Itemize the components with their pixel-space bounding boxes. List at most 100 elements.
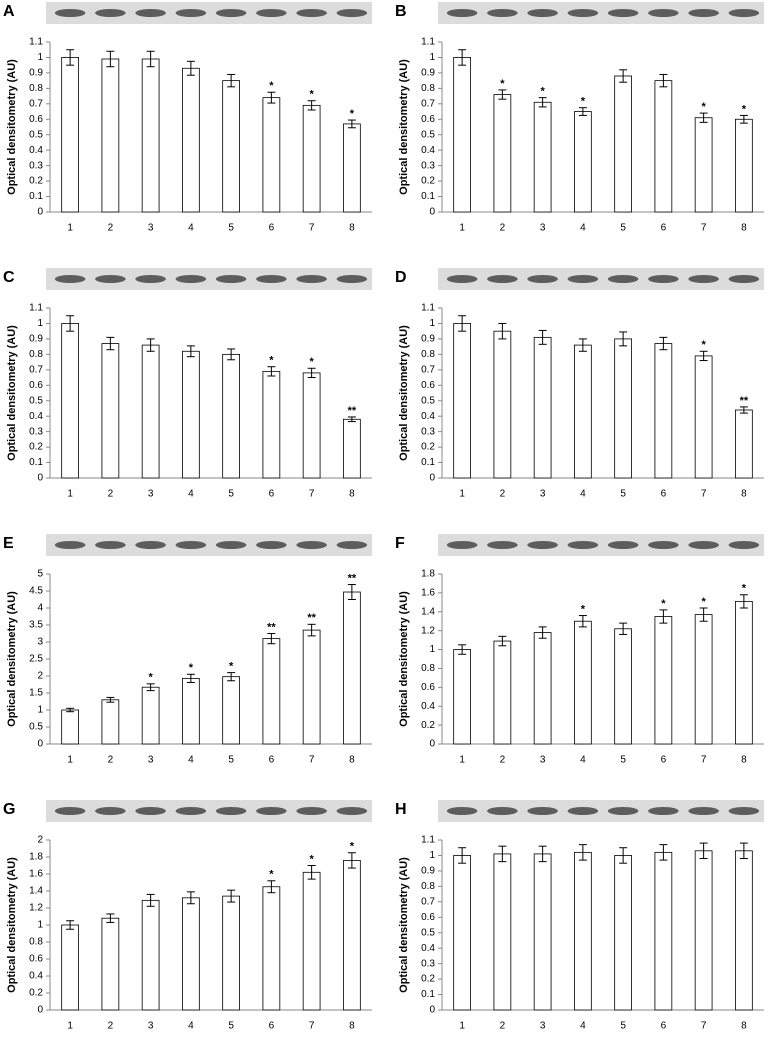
error-bar bbox=[578, 338, 587, 352]
bar bbox=[343, 418, 361, 479]
bar bbox=[61, 323, 79, 479]
blot-band bbox=[728, 807, 760, 815]
y-tick-label: 4 bbox=[37, 603, 43, 614]
error-bar bbox=[498, 89, 507, 100]
bar bbox=[614, 75, 632, 213]
y-axis-label: Optical densitometry (AU) bbox=[6, 591, 18, 727]
y-tick-label: 0.5 bbox=[421, 129, 435, 140]
y-tick-label: 0 bbox=[37, 739, 43, 750]
y-tick-label: 1.1 bbox=[29, 303, 43, 314]
bar bbox=[654, 851, 673, 1011]
blot-band bbox=[95, 275, 126, 283]
y-tick-label: 0.8 bbox=[421, 83, 435, 94]
panel-label: B bbox=[395, 3, 407, 20]
error-bar bbox=[227, 889, 236, 903]
x-tick-label: 4 bbox=[580, 755, 586, 766]
panel: A Optical densitometry (AU) 0 0.1 0.2 0.3 0.4 0… bbox=[3, 2, 372, 234]
error-bar bbox=[458, 644, 467, 655]
significance-mark: * bbox=[269, 80, 274, 92]
bar bbox=[182, 897, 200, 1011]
x-tick-label: 6 bbox=[661, 755, 667, 766]
bar bbox=[735, 600, 753, 745]
x-tick-label: 2 bbox=[108, 755, 114, 766]
blot-band bbox=[175, 275, 207, 283]
bar bbox=[453, 855, 471, 1011]
y-tick-label: 0.2 bbox=[421, 176, 435, 187]
bar bbox=[533, 336, 552, 479]
panel-label: D bbox=[395, 269, 407, 286]
blot-band bbox=[446, 275, 478, 283]
error-bar bbox=[699, 112, 708, 123]
blot-band bbox=[296, 9, 327, 17]
blot-band bbox=[95, 541, 126, 549]
error-bar bbox=[227, 672, 236, 682]
error-bar bbox=[106, 696, 115, 703]
x-tick-label: 3 bbox=[540, 223, 546, 234]
bar bbox=[735, 118, 753, 213]
error-bar bbox=[106, 913, 115, 923]
error-bar bbox=[659, 336, 668, 351]
y-tick-label: 0.9 bbox=[421, 866, 435, 877]
blot-band bbox=[336, 275, 368, 283]
blot-band bbox=[487, 275, 518, 283]
blot-band bbox=[336, 9, 368, 17]
x-tick-label: 4 bbox=[580, 223, 586, 234]
blot-band bbox=[648, 541, 679, 549]
y-tick-label: 3.5 bbox=[29, 620, 43, 631]
bar bbox=[222, 353, 240, 479]
error-bar bbox=[739, 114, 748, 124]
significance-mark: * bbox=[581, 96, 586, 108]
blot-band bbox=[487, 807, 518, 815]
x-tick-label: 3 bbox=[540, 489, 546, 500]
bar bbox=[654, 343, 673, 479]
error-bar bbox=[538, 329, 547, 345]
y-tick-label: 0 bbox=[37, 473, 43, 484]
y-tick-label: 0.6 bbox=[421, 912, 435, 923]
y-tick-label: 1.1 bbox=[421, 37, 435, 48]
y-axis-label: Optical densitometry (AU) bbox=[6, 857, 18, 993]
x-tick-label: 1 bbox=[67, 755, 73, 766]
bar bbox=[614, 628, 632, 745]
significance-mark: * bbox=[309, 853, 314, 865]
bar bbox=[654, 80, 673, 213]
error-bar bbox=[106, 336, 115, 351]
y-tick-label: 0 bbox=[429, 207, 435, 218]
blot-band bbox=[446, 541, 478, 549]
significance-mark: * bbox=[350, 108, 355, 120]
y-tick-label: 0.1 bbox=[29, 457, 43, 468]
error-bar bbox=[619, 622, 628, 635]
error-bar bbox=[578, 844, 587, 861]
y-axis-label: Optical densitometry (AU) bbox=[398, 59, 410, 195]
blot-band bbox=[296, 807, 327, 815]
error-bar bbox=[347, 584, 356, 600]
bar bbox=[302, 629, 321, 745]
y-axis-label: Optical densitometry (AU) bbox=[6, 325, 18, 461]
error-bar bbox=[458, 315, 467, 332]
x-tick-label: 1 bbox=[459, 223, 465, 234]
blot-band bbox=[135, 9, 166, 17]
bar bbox=[141, 58, 160, 213]
y-tick-label: 1.1 bbox=[421, 303, 435, 314]
bar bbox=[694, 850, 713, 1011]
panel-label: H bbox=[395, 801, 407, 818]
x-tick-label: 6 bbox=[269, 1021, 275, 1032]
bar bbox=[694, 355, 713, 479]
y-tick-label: 0.3 bbox=[421, 426, 435, 437]
blot-band bbox=[567, 807, 599, 815]
bar bbox=[182, 350, 200, 479]
y-axis-label: Optical densitometry (AU) bbox=[6, 59, 18, 195]
x-tick-label: 5 bbox=[620, 489, 626, 500]
error-bar bbox=[538, 845, 547, 863]
bar bbox=[182, 677, 200, 745]
blot-band bbox=[336, 807, 368, 815]
blot-band bbox=[487, 541, 518, 549]
x-tick-label: 2 bbox=[108, 1021, 114, 1032]
blot-band bbox=[446, 9, 478, 17]
bar bbox=[61, 57, 79, 213]
y-tick-label: 0.3 bbox=[421, 160, 435, 171]
panel: G Optical densitometry (AU) 0 0.2 0.4 0.6 0.8 1… bbox=[3, 800, 372, 1032]
bar bbox=[574, 851, 592, 1011]
y-tick-label: 0.2 bbox=[421, 974, 435, 985]
x-tick-label: 1 bbox=[459, 1021, 465, 1032]
error-bar bbox=[186, 60, 195, 76]
